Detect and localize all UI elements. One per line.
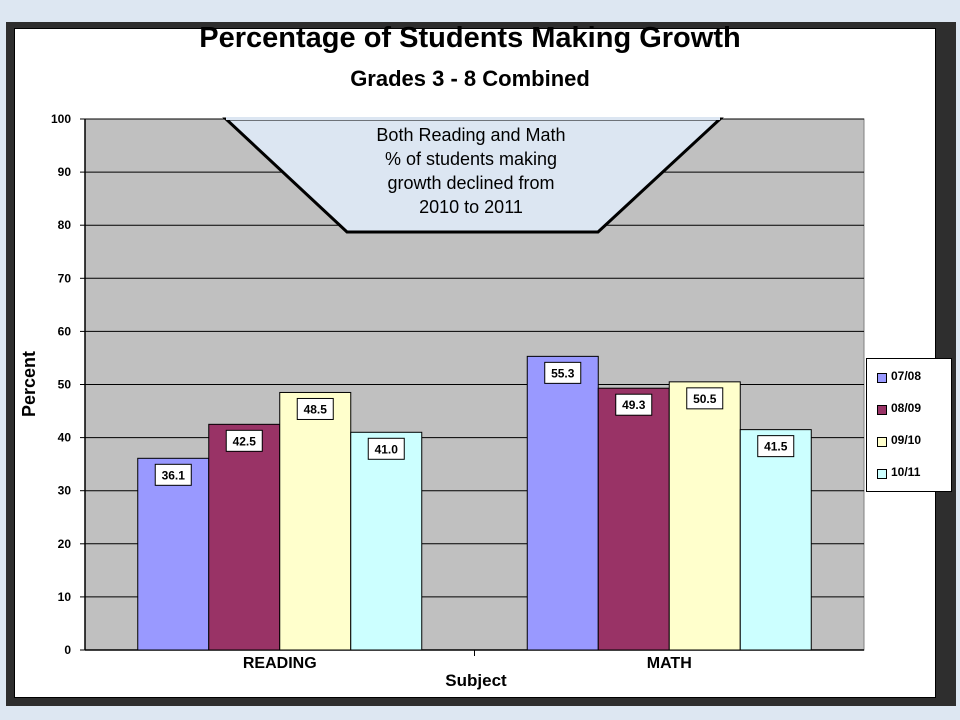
legend-swatch-07-08 [877,373,887,383]
y-tick-label: 90 [58,165,72,179]
y-tick-label: 50 [58,378,72,392]
annotation-text: 2010 to 2011 [419,197,523,217]
data-label: 49.3 [622,398,646,412]
data-labels: 36.1 42.5 48.5 41.0 55.3 49.3 50.5 41.5 [154,361,795,486]
legend: 07/08 08/09 09/10 10/11 [866,358,952,492]
y-tick-label: 30 [58,484,72,498]
y-tick-label: 10 [58,590,72,604]
y-tick-label: 20 [58,537,72,551]
legend-swatch-10-11 [877,469,887,479]
data-label-box [615,393,653,416]
y-tick-label: 100 [51,112,71,126]
bar [597,387,670,651]
data-label-box [686,387,724,410]
data-label: 41.5 [764,440,788,454]
legend-label-08-09: 08/09 [891,401,922,415]
bar [668,381,741,651]
data-label-box [544,361,582,384]
annotation-text: growth declined from [387,173,554,193]
bar [279,391,352,651]
bars [137,355,812,651]
x-axis-label: Subject [445,671,507,690]
data-label-box [367,437,405,460]
x-tick-label: READING [243,655,317,672]
x-tick-label: MATH [647,655,692,672]
data-label: 55.3 [551,366,575,380]
legend-swatch-09-10 [877,437,887,447]
chart-subtitle: Grades 3 - 8 Combined [350,66,590,91]
annotation-text: Both Reading and Math [376,125,565,145]
data-label-box [757,435,795,458]
data-label: 50.5 [693,392,717,406]
bar [526,355,599,651]
data-label-box [296,397,334,420]
bar [137,457,210,651]
bar [350,431,423,651]
bar [739,429,812,651]
y-axis-label: Percent [19,351,39,417]
annotation-text: % of students making [385,149,557,169]
y-tick-label: 70 [58,271,72,285]
legend-label-09-10: 09/10 [891,433,922,447]
data-label: 36.1 [162,468,186,482]
data-label: 48.5 [304,402,328,416]
bar [208,423,281,651]
chart-title: Percentage of Students Making Growth [199,22,741,54]
data-label: 42.5 [233,434,257,448]
annotation-callout: Both Reading and Math % of students makin… [222,117,724,234]
legend-label-07-08: 07/08 [891,369,922,383]
data-label-box [225,429,263,452]
y-tick-label: 0 [64,643,71,657]
legend-swatch-08-09 [877,405,887,415]
y-tick-label: 60 [58,324,72,338]
data-label: 41.0 [375,442,399,456]
y-tick-label: 80 [58,218,72,232]
annotation-top-edge [226,117,720,120]
y-tick-label: 40 [58,431,72,445]
legend-label-10-11: 10/11 [891,465,921,479]
data-label-box [154,463,192,486]
